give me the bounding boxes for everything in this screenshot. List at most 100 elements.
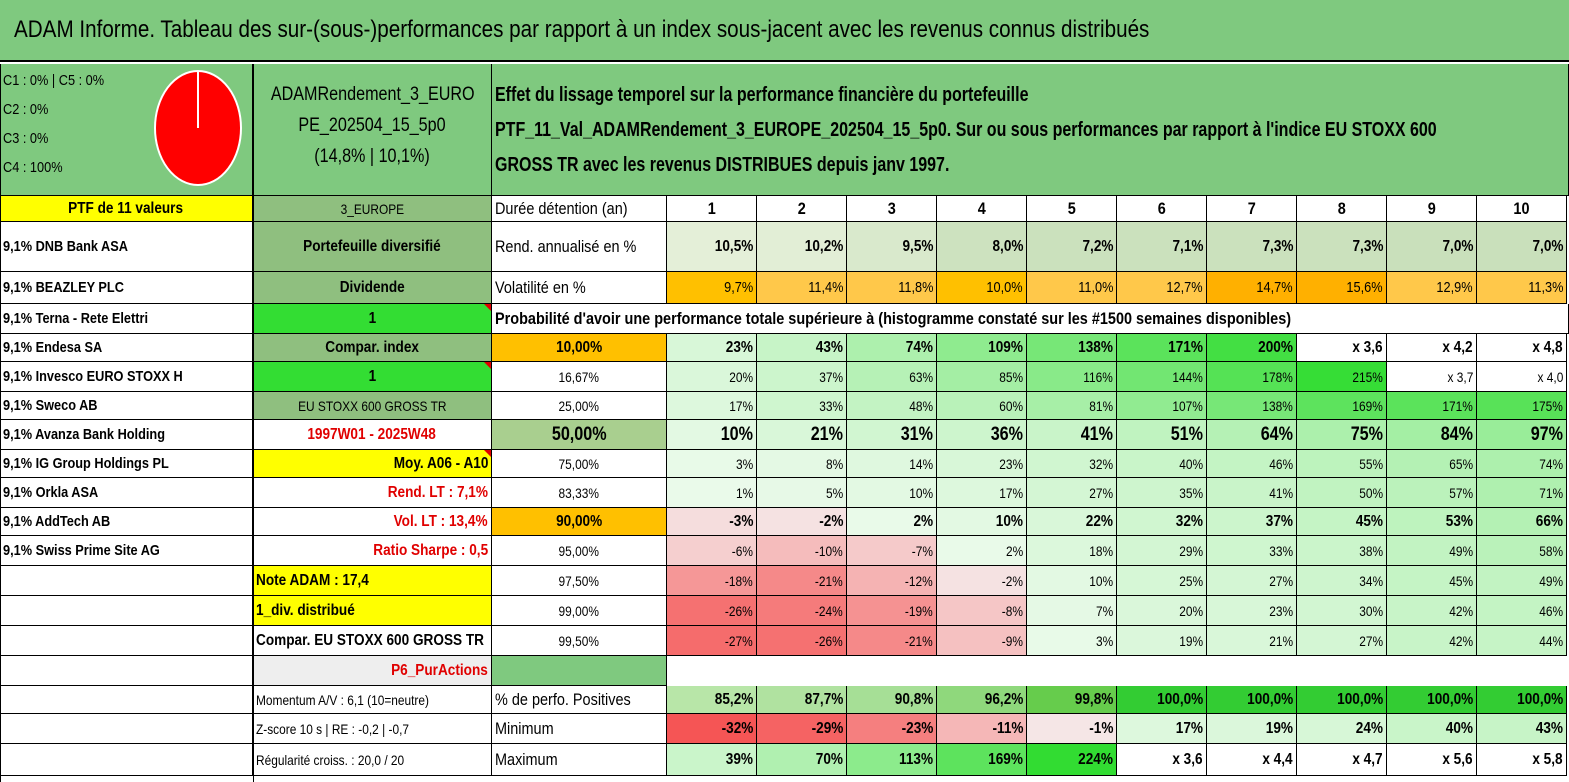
probability-cell: 43%	[757, 334, 847, 362]
info-cell: P6_PurActions	[253, 656, 492, 686]
info-cell-text: Dividende	[339, 278, 405, 296]
portfolio-name-line: ADAMRendement_3_EURO	[270, 84, 475, 105]
volatility-cell: 10,0%	[937, 272, 1027, 304]
probability-cell: 51%	[1117, 420, 1207, 450]
title-bar: ADAM Informe. Tableau des sur-(sous-)per…	[0, 0, 1569, 62]
volatility-cell-text: 12,9%	[1436, 279, 1473, 296]
return-cell-text: 7,0%	[1442, 237, 1473, 255]
positive-cell: 100,0%	[1477, 686, 1567, 714]
probability-cell: 2%	[937, 536, 1027, 566]
portfolio-name-line: PE_202504_15_5p0	[298, 115, 446, 136]
probability-cell: x 3,6	[1297, 334, 1387, 362]
probability-cell-text: 50%	[1359, 484, 1383, 501]
probability-cell-text: 71%	[1539, 484, 1563, 501]
positive-cell: 85,2%	[667, 686, 757, 714]
volatility-cell: 11,8%	[847, 272, 937, 304]
info-cell: Z-score 10 s | RE : -0,2 | -0,7	[253, 714, 492, 744]
probability-cell: 18%	[1027, 536, 1117, 566]
maximum-cell-text: x 5,8	[1532, 750, 1563, 768]
quantile-label-text: 99,00%	[558, 602, 600, 619]
probability-cell: 42%	[1387, 596, 1477, 626]
probability-cell: 23%	[937, 450, 1027, 478]
info-cell-text: P6_PurActions	[391, 661, 488, 679]
volatility-cell: 12,7%	[1117, 272, 1207, 304]
probability-cell-text: 49%	[1539, 572, 1563, 589]
probability-cell: 138%	[1027, 334, 1117, 362]
probability-cell: 66%	[1477, 508, 1567, 536]
holding-row	[0, 714, 253, 744]
probability-cell-text: 215%	[1352, 368, 1383, 385]
quantile-label: 50,00%	[492, 420, 667, 450]
info-cell-text: Z-score 10 s | RE : -0,2 | -0,7	[256, 720, 409, 737]
probability-cell-text: 60%	[999, 397, 1023, 414]
quantile-label-text: 83,33%	[558, 484, 600, 501]
quantile-label-text: 50,00%	[551, 423, 607, 445]
probability-cell-text: 116%	[1083, 368, 1113, 385]
probability-cell: 97%	[1477, 420, 1567, 450]
probability-cell: 32%	[1027, 450, 1117, 478]
holding-row-text: 9,1% Terna - Rete Elettri	[3, 310, 149, 327]
info-cell-text: Note ADAM : 17,4	[256, 571, 369, 589]
probability-cell-text: -27%	[725, 632, 753, 649]
probability-cell-text: 138%	[1078, 338, 1113, 356]
probability-cell: 32%	[1117, 508, 1207, 536]
probability-cell-text: 46%	[1539, 602, 1563, 619]
row-label: Minimum	[492, 714, 667, 744]
probability-cell: 215%	[1297, 362, 1387, 392]
return-cell: 7,3%	[1297, 222, 1387, 272]
holding-row: 9,1% Terna - Rete Elettri	[0, 304, 253, 334]
volatility-cell-text: 10,0%	[986, 279, 1023, 296]
probability-heading-text: Probabilité d'avoir une performance tota…	[495, 308, 1292, 328]
minimum-cell: -23%	[847, 714, 937, 744]
minimum-cell-text: 19%	[1265, 719, 1293, 737]
volatility-cell: 9,7%	[667, 272, 757, 304]
info-cell: Momentum A/V : 6,1 (10=neutre)	[253, 686, 492, 714]
return-cell-text: 10,5%	[714, 237, 753, 255]
probability-cell-text: 81%	[1089, 397, 1113, 414]
info-cell: 1_div. distribué	[253, 596, 492, 626]
volatility-cell-text: 9,7%	[723, 279, 753, 296]
row-label: Volatilité en %	[492, 272, 667, 304]
year-header: 7	[1207, 196, 1297, 222]
probability-cell-text: 31%	[900, 423, 933, 445]
minimum-cell: 24%	[1297, 714, 1387, 744]
info-cell-text: 1	[368, 367, 376, 385]
holding-row: 9,1% Avanza Bank Holding	[0, 420, 253, 450]
probability-cell-text: -24%	[815, 602, 843, 619]
probability-cell: 144%	[1117, 362, 1207, 392]
positive-cell: 100,0%	[1207, 686, 1297, 714]
quantile-label-text: 25,00%	[558, 397, 600, 414]
probability-cell: x 4,8	[1477, 334, 1567, 362]
probability-cell: 10%	[1027, 566, 1117, 596]
info-cell-text: 1997W01 - 2025W48	[307, 425, 437, 443]
row-label: Maximum	[492, 744, 667, 776]
holding-row	[0, 596, 253, 626]
probability-cell: -3%	[667, 508, 757, 536]
probability-cell-text: -8%	[1001, 602, 1023, 619]
probability-cell-text: 37%	[819, 368, 843, 385]
ptf-header-text: PTF de 11 valeurs	[68, 199, 184, 217]
probability-cell-text: 200%	[1258, 338, 1293, 356]
probability-cell: 35%	[1117, 478, 1207, 508]
probability-cell-text: -26%	[725, 602, 753, 619]
probability-cell-text: 21%	[810, 423, 843, 445]
probability-cell-text: -2%	[1001, 572, 1023, 589]
year-header-text: 2	[797, 198, 806, 218]
volatility-cell-text: 14,7%	[1256, 279, 1293, 296]
probability-cell-text: 37%	[1265, 512, 1293, 530]
probability-cell-text: 84%	[1440, 423, 1473, 445]
probability-cell: 138%	[1207, 392, 1297, 420]
probability-cell: 46%	[1207, 450, 1297, 478]
holding-row: 9,1% BEAZLEY PLC	[0, 272, 253, 304]
probability-cell: -6%	[667, 536, 757, 566]
probability-cell: -27%	[667, 626, 757, 656]
holding-row-text: 9,1% IG Group Holdings PL	[3, 455, 169, 472]
holding-row: 9,1% Endesa SA	[0, 334, 253, 362]
probability-cell-text: 32%	[1089, 455, 1113, 472]
maximum-cell-text: x 5,6	[1442, 750, 1473, 768]
probability-cell-text: 10%	[1089, 572, 1113, 589]
volatility-cell-text: 12,7%	[1166, 279, 1203, 296]
probability-cell-text: 14%	[909, 455, 933, 472]
info-cell-text: Régularité croiss. : 20,0 / 20	[256, 751, 405, 768]
